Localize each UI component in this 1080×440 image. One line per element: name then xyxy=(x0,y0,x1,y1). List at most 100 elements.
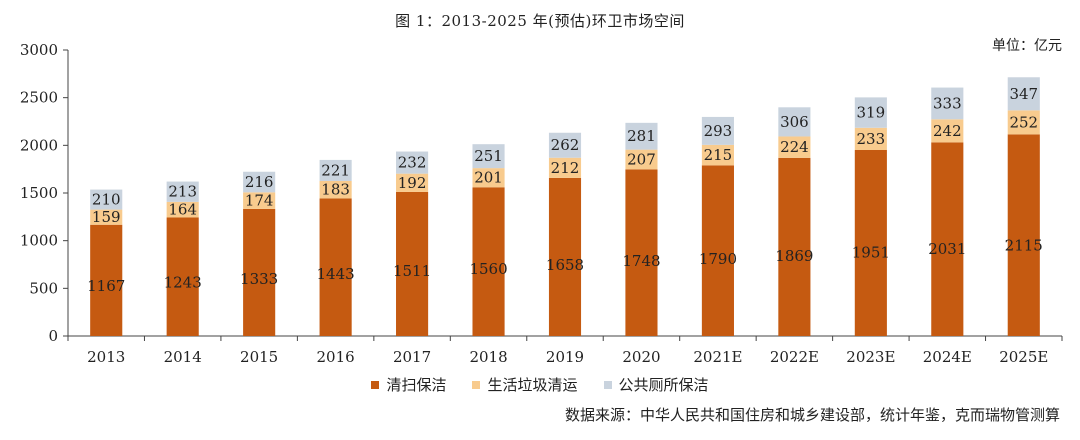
bar-cleaning xyxy=(90,224,123,336)
bar-garbage xyxy=(90,209,123,225)
legend-item-2: 公共厕所保洁 xyxy=(603,374,709,395)
data-label: 233 xyxy=(857,130,886,148)
legend-label-0: 清扫保洁 xyxy=(386,376,447,394)
legend: 清扫保洁 生活垃圾清运 公共厕所保洁 xyxy=(0,374,1080,395)
y-tick-label: 0 xyxy=(48,327,58,345)
data-label: 164 xyxy=(168,201,197,219)
legend-swatch-0 xyxy=(371,380,380,389)
bar-cleaning xyxy=(701,165,734,336)
data-label: 224 xyxy=(780,138,809,156)
bar-garbage xyxy=(472,168,505,188)
data-label: 213 xyxy=(168,183,197,201)
bar-garbage xyxy=(243,192,276,209)
data-label: 215 xyxy=(704,146,733,164)
bar-toilet xyxy=(548,132,582,158)
x-tick-label: 2025E xyxy=(999,348,1048,366)
bar-cleaning xyxy=(778,157,811,336)
data-label: 212 xyxy=(551,159,580,177)
bar-cleaning xyxy=(548,177,582,336)
bar-cleaning xyxy=(166,217,199,336)
bar-garbage xyxy=(854,127,887,151)
bar-cleaning xyxy=(472,187,505,336)
data-label: 221 xyxy=(321,161,350,179)
data-label: 2115 xyxy=(1005,236,1043,254)
bar-toilet xyxy=(1007,77,1040,111)
bar-cleaning xyxy=(625,169,658,336)
data-label: 192 xyxy=(398,174,427,192)
bar-toilet xyxy=(778,107,811,137)
bar-cleaning xyxy=(396,191,429,336)
data-label: 262 xyxy=(551,136,580,154)
bar-toilet xyxy=(166,181,199,202)
data-label: 1748 xyxy=(622,252,660,270)
data-label: 306 xyxy=(780,113,809,131)
data-label: 232 xyxy=(398,154,427,172)
data-label: 216 xyxy=(245,173,274,191)
bar-toilet xyxy=(319,159,352,181)
x-tick-label: 2018 xyxy=(469,348,507,366)
data-label: 319 xyxy=(857,104,886,122)
x-tick-label: 2019 xyxy=(546,348,584,366)
bar-cleaning xyxy=(243,208,276,336)
legend-label-2: 公共厕所保洁 xyxy=(618,376,709,394)
legend-item-1: 生活垃圾清运 xyxy=(472,374,578,395)
bar-garbage xyxy=(319,180,352,199)
legend-swatch-2 xyxy=(603,380,612,389)
bar-cleaning xyxy=(854,150,887,336)
data-label: 252 xyxy=(1009,113,1038,131)
x-tick-label: 2021E xyxy=(693,348,742,366)
x-tick-label: 2024E xyxy=(923,348,972,366)
data-source: 数据来源：中华人民共和国住房和城乡建设部，统计年鉴，克而瑞物管测算 xyxy=(564,406,1060,424)
bar-toilet xyxy=(625,122,658,150)
data-label: 1658 xyxy=(546,256,584,274)
unit-label: 单位：亿元 xyxy=(992,38,1062,54)
data-label: 1869 xyxy=(775,247,813,265)
data-label: 159 xyxy=(92,208,121,226)
data-label: 281 xyxy=(627,127,656,145)
bar-garbage xyxy=(396,173,429,192)
y-tick-label: 2500 xyxy=(20,89,58,107)
bar-garbage xyxy=(778,136,811,158)
data-label: 1560 xyxy=(469,260,507,278)
bar-toilet xyxy=(931,87,964,120)
bar-garbage xyxy=(548,157,582,178)
y-tick-label: 1000 xyxy=(20,232,58,250)
data-label: 1167 xyxy=(87,277,125,295)
bar-toilet xyxy=(472,144,505,169)
y-tick-label: 500 xyxy=(29,279,58,297)
data-label: 347 xyxy=(1009,85,1038,103)
x-tick-label: 2022E xyxy=(770,348,819,366)
bar-garbage xyxy=(166,201,199,218)
data-label: 333 xyxy=(933,94,962,112)
data-label: 251 xyxy=(474,147,503,165)
legend-item-0: 清扫保洁 xyxy=(371,374,446,395)
data-label: 1243 xyxy=(164,274,202,292)
data-label: 1333 xyxy=(240,270,278,288)
bar-toilet xyxy=(854,97,887,128)
x-tick-label: 2014 xyxy=(164,348,202,366)
data-label: 210 xyxy=(92,191,121,209)
legend-label-1: 生活垃圾清运 xyxy=(487,376,578,394)
y-tick-label: 1500 xyxy=(20,184,58,202)
data-label: 242 xyxy=(933,122,962,140)
bar-garbage xyxy=(931,119,964,143)
bar-cleaning xyxy=(1007,134,1040,336)
bar-garbage xyxy=(1007,110,1040,135)
bar-garbage xyxy=(625,149,658,170)
bar-toilet xyxy=(396,151,429,174)
x-tick-label: 2015 xyxy=(240,348,278,366)
data-label: 183 xyxy=(321,181,350,199)
data-label: 293 xyxy=(704,122,733,140)
bar-toilet xyxy=(90,189,123,210)
legend-swatch-1 xyxy=(472,380,481,389)
bar-garbage xyxy=(701,144,734,166)
data-label: 174 xyxy=(245,192,274,210)
chart-title: 图 1：2013-2025 年(预估)环卫市场空间 xyxy=(395,12,685,30)
bar-toilet xyxy=(701,116,734,145)
x-tick-label: 2020 xyxy=(622,348,660,366)
x-tick-label: 2013 xyxy=(87,348,125,366)
bar-cleaning xyxy=(931,142,964,336)
data-label: 1511 xyxy=(393,262,431,280)
bar-cleaning xyxy=(319,198,352,336)
y-tick-label: 2000 xyxy=(20,136,58,154)
